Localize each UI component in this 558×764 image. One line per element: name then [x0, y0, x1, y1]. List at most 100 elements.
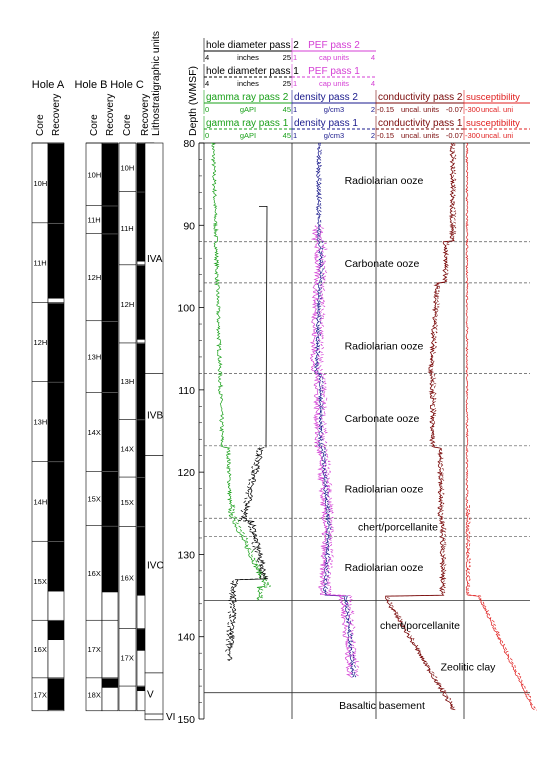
recovered-interval [48, 620, 64, 641]
density-pass-2-curve [313, 142, 355, 678]
recovered-interval [102, 143, 118, 206]
log-header-name: gamma ray pass 2 [206, 92, 289, 103]
log-header-min: 1 [293, 79, 297, 88]
log-header-unit: cap units [319, 79, 349, 88]
log-header-max: 2 [371, 131, 375, 140]
log-header-min: -300 [465, 131, 480, 140]
core-label: 13H [88, 353, 102, 362]
core-label: 10H [88, 170, 102, 179]
depth-axis-title: Depth (WMSF) [187, 66, 199, 136]
log-header-name: density pass 2 [294, 92, 358, 103]
log-header-max: 25 [283, 53, 291, 62]
pef-pass-1-curve [315, 225, 360, 678]
core-label: 15X [88, 494, 101, 503]
hole-title: Hole C [110, 79, 144, 91]
log-header-max: 2 [371, 105, 375, 114]
unit-label: VI [166, 712, 175, 723]
log-header-unit: g/cm3 [324, 131, 344, 140]
recovered-interval [48, 462, 64, 542]
log-header-name: susceptibility [466, 92, 520, 103]
log-header-unit: gAPI [240, 105, 256, 114]
core-label: 12H [88, 273, 102, 282]
recovered-interval [48, 678, 64, 710]
recovery-column-label: Recovery [140, 94, 151, 136]
core-label: 16X [121, 573, 134, 582]
core-label: 16X [34, 645, 47, 654]
depth-tick-label: 130 [177, 549, 195, 561]
log-header-min: -0.15 [377, 131, 394, 140]
depth-tick-label: 110 [178, 385, 195, 397]
susceptibility-pass-1-curve [466, 504, 537, 711]
log-header-name: conductivity pass 2 [378, 92, 463, 103]
core-label: 16X [88, 569, 101, 578]
core-label: 14X [88, 428, 101, 437]
core-label: 11H [34, 259, 47, 268]
log-header-min: 1 [293, 105, 297, 114]
log-header-unit: g/cm3 [324, 105, 344, 114]
gamma-ray-pass-2-curve [210, 142, 266, 601]
log-header-unit: gAPI [240, 131, 256, 140]
log-header-max: 4 [371, 79, 375, 88]
facies-label: Basaltic basement [339, 700, 425, 712]
core-label: 17X [88, 645, 101, 654]
log-header-unit: cap units [319, 53, 349, 62]
log-header-max: 25 [283, 79, 291, 88]
log-header-unit: inches [237, 53, 259, 62]
core-column-label: Core [89, 114, 100, 136]
core-column-label: Core [35, 114, 46, 136]
log-header-unit: uncal. units [401, 105, 439, 114]
recovered-interval [48, 303, 64, 382]
recovery-column-label: Recovery [105, 94, 116, 136]
hole-title: Hole B [74, 79, 107, 91]
log-header-max: -0.07 [446, 105, 463, 114]
core-label: 12H [34, 338, 48, 347]
core-label: 15X [34, 577, 47, 586]
depth-tick-label: 90 [183, 220, 195, 232]
susceptibility-pass-2-curve [465, 142, 535, 711]
log-header-max: 4 [371, 53, 375, 62]
depth-tick-label: 120 [177, 467, 195, 479]
core-column-label: Core [122, 114, 133, 136]
log-header-min: 4 [205, 79, 209, 88]
unit-label: IVB [147, 411, 163, 422]
log-header-max: 45 [283, 131, 291, 140]
log-header-min: 1 [293, 53, 297, 62]
core-label: 15X [121, 498, 134, 507]
gamma-ray-pass-1-curve [229, 504, 271, 601]
log-header-name: conductivity pass 1 [378, 118, 463, 129]
hole-diameter-pass-2-curve [259, 205, 268, 448]
units-title: Lithostratigraphic units [150, 31, 162, 136]
log-header-name: hole diameter pass 1 [206, 66, 299, 77]
log-header-unit: uncal. uni [481, 105, 513, 114]
facies-label: Radiolarian ooze [345, 175, 424, 187]
recovered-interval [102, 526, 118, 593]
recovered-interval [102, 206, 118, 234]
log-header-unit: inches [237, 79, 259, 88]
facies-label: chert/porcellanite [380, 620, 460, 632]
log-header-min: -300 [465, 105, 480, 114]
core-column [31, 142, 49, 712]
depth-tick-label: 80 [183, 138, 195, 150]
log-header-min: 1 [293, 131, 297, 140]
facies-label: chert/porcellanite [358, 521, 438, 533]
recovered-interval [102, 392, 118, 472]
unit-box [144, 713, 164, 721]
depth-tick-label: 100 [177, 303, 195, 315]
recovered-interval [102, 471, 118, 526]
facies-label: Radiolarian ooze [345, 340, 424, 352]
log-header-max: 45 [283, 105, 291, 114]
conductivity-pass-1-curve [385, 142, 457, 711]
log-header-min: 0 [205, 131, 209, 140]
core-label: 14X [121, 444, 134, 453]
log-header-name: PEF pass 1 [308, 66, 360, 77]
core-label: 12H [121, 300, 135, 309]
core-label: 11H [121, 224, 134, 233]
unit-label: V [147, 689, 154, 700]
log-header-min: 0 [205, 105, 209, 114]
hole-title: Hole A [32, 79, 65, 91]
log-track-frame [199, 142, 530, 719]
recovered-interval [102, 678, 118, 688]
core-label: 10H [34, 179, 48, 188]
core-label: 10H [121, 163, 135, 172]
